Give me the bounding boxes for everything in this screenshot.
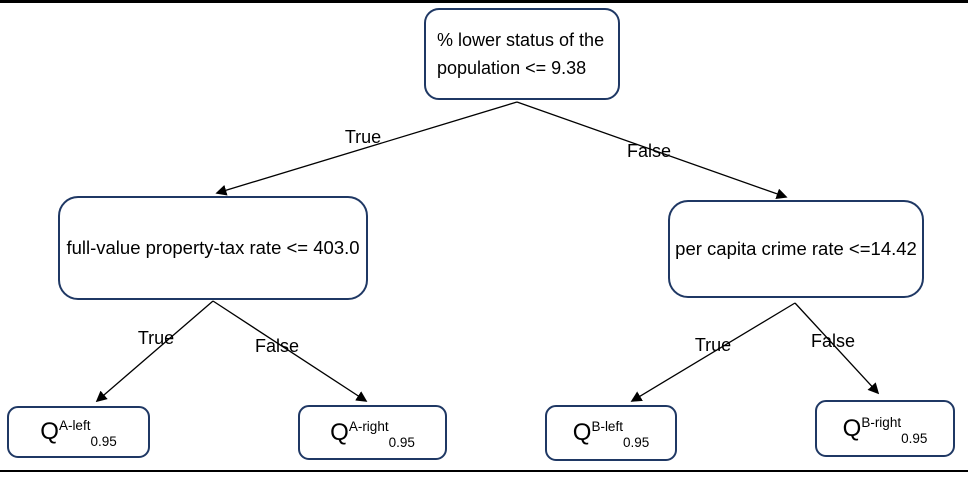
branch-node-a-label: full-value property-tax rate <= 403.0: [66, 237, 360, 258]
leaf-node-b-right: QB-right0.95: [815, 400, 955, 457]
leaf-base: Q: [40, 418, 59, 445]
leaf-b-right-formula: QB-right0.95: [842, 414, 928, 446]
leaf-subscript: 0.95: [622, 435, 650, 450]
leaf-node-a-right: QA-right0.95: [298, 405, 447, 460]
edge-label-a-true: True: [137, 328, 175, 348]
leaf-base: Q: [330, 418, 349, 446]
edge-a-true: [95, 300, 214, 403]
leaf-superscript: A-right: [348, 418, 389, 434]
leaf-b-left-formula: QB-left0.95: [572, 419, 650, 450]
root-node-label: % lower status of the population <= 9.38: [437, 30, 605, 78]
edge-label-root-false: False: [626, 141, 672, 161]
leaf-subscript: 0.95: [90, 434, 117, 449]
leaf-superscript: A-left: [58, 418, 91, 433]
leaf-node-b-left: QB-left0.95: [545, 405, 677, 461]
leaf-node-a-left: QA-left0.95: [7, 406, 150, 458]
leaf-superscript: B-left: [591, 419, 623, 434]
root-node: % lower status of the population <= 9.38: [424, 8, 620, 100]
bottom-rule: [0, 470, 968, 472]
edge-label-b-false: False: [810, 331, 856, 351]
edge-label-b-true: True: [694, 335, 732, 355]
leaf-base: Q: [572, 419, 592, 446]
leaf-a-left-formula: QA-left0.95: [40, 418, 117, 449]
branch-node-b: per capita crime rate <=14.42: [668, 200, 924, 298]
leaf-subscript: 0.95: [388, 434, 415, 450]
leaf-superscript: B-right: [861, 414, 902, 430]
leaf-a-right-formula: QA-right0.95: [330, 418, 415, 450]
branch-node-a: full-value property-tax rate <= 403.0: [58, 196, 368, 300]
edge-label-root-true: True: [344, 127, 382, 147]
branch-node-b-label: per capita crime rate <=14.42: [675, 238, 917, 259]
leaf-subscript: 0.95: [901, 430, 928, 446]
edge-label-a-false: False: [254, 336, 300, 356]
leaf-base: Q: [842, 414, 862, 442]
top-rule: [0, 0, 968, 3]
